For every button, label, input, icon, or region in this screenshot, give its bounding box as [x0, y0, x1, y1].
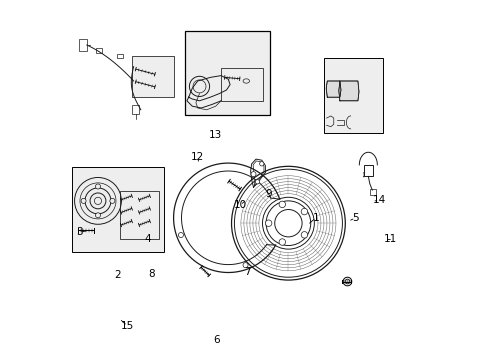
- Circle shape: [81, 198, 86, 203]
- Bar: [72, 167, 164, 252]
- Circle shape: [279, 239, 285, 245]
- Text: 9: 9: [265, 189, 272, 199]
- Bar: [221, 68, 262, 101]
- Text: 7: 7: [244, 267, 250, 277]
- Text: 11: 11: [383, 234, 396, 244]
- Bar: [363, 165, 372, 176]
- Text: 12: 12: [190, 152, 203, 162]
- Bar: [120, 191, 159, 239]
- Circle shape: [110, 198, 115, 203]
- Bar: [117, 54, 123, 58]
- Circle shape: [243, 263, 247, 268]
- Circle shape: [95, 213, 101, 218]
- Bar: [96, 48, 102, 53]
- Bar: [323, 58, 382, 133]
- Circle shape: [279, 201, 285, 208]
- Circle shape: [265, 220, 271, 226]
- Text: 8: 8: [148, 269, 155, 279]
- Circle shape: [301, 231, 307, 238]
- Text: 10: 10: [233, 200, 246, 210]
- Bar: [132, 105, 139, 114]
- Polygon shape: [338, 81, 358, 101]
- Text: 5: 5: [351, 213, 358, 223]
- Bar: [132, 56, 173, 97]
- Bar: [369, 189, 375, 195]
- Bar: [185, 31, 269, 115]
- Text: 3: 3: [76, 227, 83, 237]
- Circle shape: [250, 172, 256, 177]
- Bar: [79, 39, 87, 51]
- Circle shape: [255, 180, 259, 184]
- Circle shape: [259, 162, 264, 166]
- Circle shape: [95, 184, 101, 189]
- Text: 6: 6: [213, 335, 219, 345]
- Text: 4: 4: [144, 234, 151, 244]
- Circle shape: [301, 208, 307, 215]
- Circle shape: [178, 233, 183, 238]
- Text: 14: 14: [372, 195, 386, 205]
- Text: 2: 2: [114, 270, 121, 280]
- Text: 1: 1: [312, 213, 319, 223]
- Text: 15: 15: [121, 321, 134, 331]
- Text: 13: 13: [208, 130, 221, 140]
- Polygon shape: [325, 81, 340, 97]
